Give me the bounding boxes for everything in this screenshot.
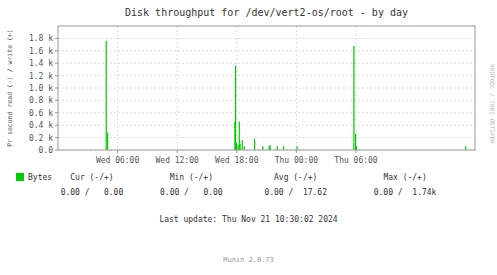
footer-last-update: Last update: Thu Nov 21 10:30:02 2024 xyxy=(159,215,337,224)
stat-value: 0.00 / 0.00 xyxy=(61,188,124,197)
data-marks xyxy=(106,41,467,150)
stat-header: Cur (-/+) xyxy=(70,173,113,182)
bar xyxy=(270,145,271,150)
bar xyxy=(240,144,241,150)
y-tick-label: 0.0 xyxy=(39,146,54,155)
x-tick xyxy=(177,150,178,153)
bar xyxy=(356,146,357,150)
bar xyxy=(239,121,240,150)
y-grid-line xyxy=(58,137,475,138)
bar xyxy=(262,146,263,150)
legend-swatch xyxy=(16,173,24,181)
stat-header: Min (-/+) xyxy=(170,173,213,182)
stat-value: 0.00 / 17.62 xyxy=(264,188,327,197)
y-grid-line xyxy=(58,38,475,39)
y-grid-line xyxy=(58,112,475,113)
y-tick xyxy=(55,88,58,89)
chart: 0.0 0.2 k 0.4 k 0.6 k 0.8 k 1.0 k 1.2 k 1.4 k 1.… xyxy=(0,0,497,275)
y-tick-label: 1.4 k xyxy=(29,59,53,68)
y-grid-line xyxy=(58,75,475,76)
y-tick xyxy=(55,63,58,64)
stat-header: Max (-/+) xyxy=(383,173,426,182)
x-grid-line xyxy=(236,26,237,150)
x-tick xyxy=(236,150,237,153)
footer-version: Munin 2.0.73 xyxy=(223,256,274,264)
y-tick xyxy=(55,38,58,39)
bar xyxy=(268,146,269,150)
bar xyxy=(355,134,356,150)
y-tick-label: 0.6 k xyxy=(29,109,53,118)
stat-header: Avg (-/+) xyxy=(274,173,317,182)
bar xyxy=(465,146,466,150)
y-grid-line xyxy=(58,100,475,101)
legend-label: Bytes xyxy=(28,173,52,182)
bar xyxy=(277,146,278,150)
bar xyxy=(296,146,297,150)
title: Disk throughput for /dev/vert2-os/root -… xyxy=(125,7,408,18)
bar xyxy=(235,66,236,150)
bar xyxy=(353,46,354,150)
grid xyxy=(58,26,475,150)
watermark: RRDTOOL / TOBI OETIKER xyxy=(489,64,496,144)
y-grid-line xyxy=(58,50,475,51)
y-grid-line xyxy=(58,88,475,89)
x-tick-label: Thu 00:00 xyxy=(275,156,319,165)
plot-area xyxy=(58,26,475,150)
bar xyxy=(254,139,255,150)
y-grid-line xyxy=(58,125,475,126)
y-tick-label: 1.0 k xyxy=(29,84,53,93)
y-tick-label: 1.2 k xyxy=(29,72,53,81)
y-tick xyxy=(55,137,58,138)
x-tick xyxy=(296,150,297,153)
stat-value: 0.00 / 1.74k xyxy=(374,188,437,197)
bar xyxy=(106,41,107,150)
y-tick-label: 0.2 k xyxy=(29,134,53,143)
x-tick xyxy=(117,150,118,153)
y-tick xyxy=(55,112,58,113)
x-grid-line xyxy=(296,26,297,150)
legend: Bytes xyxy=(16,173,52,182)
y-tick-label: 0.4 k xyxy=(29,121,53,130)
y-tick-label: 1.6 k xyxy=(29,47,53,56)
bar xyxy=(242,140,243,150)
y-tick xyxy=(55,50,58,51)
x-tick xyxy=(356,150,357,153)
plot-frame xyxy=(58,26,475,150)
x-grid-line xyxy=(117,26,118,150)
y-tick xyxy=(55,125,58,126)
y-tick xyxy=(55,75,58,76)
y-tick-label: 0.8 k xyxy=(29,96,53,105)
y-tick xyxy=(55,150,58,151)
bar xyxy=(244,146,245,150)
bar xyxy=(283,146,284,150)
x-grid-line xyxy=(177,26,178,150)
y-grid-line xyxy=(58,63,475,64)
y-tick-label: 1.8 k xyxy=(29,34,53,43)
x-tick-label: Wed 06:00 xyxy=(96,156,140,165)
bar xyxy=(107,133,108,150)
y-tick xyxy=(55,100,58,101)
y-axis-label: Pr second read (-) / write (+) xyxy=(6,29,14,146)
x-tick-label: Thu 06:00 xyxy=(334,156,378,165)
x-tick-label: Wed 12:00 xyxy=(156,156,200,165)
bar xyxy=(236,143,237,150)
x-tick-label: Wed 18:00 xyxy=(215,156,259,165)
bar xyxy=(237,145,238,150)
x-grid-line xyxy=(356,26,357,150)
stat-value: 0.00 / 0.00 xyxy=(160,188,223,197)
